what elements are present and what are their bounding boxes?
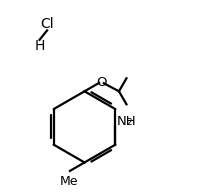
Text: H: H (34, 39, 45, 53)
Text: NH: NH (117, 115, 137, 128)
Text: O: O (96, 76, 107, 89)
Text: Cl: Cl (40, 17, 54, 31)
Text: Me: Me (60, 175, 78, 188)
Text: 2: 2 (126, 118, 132, 127)
